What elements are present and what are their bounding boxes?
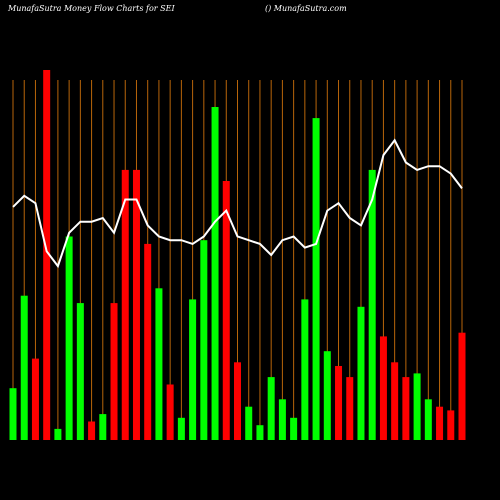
bar: [458, 332, 466, 440]
bar: [110, 303, 118, 440]
bar: [278, 399, 286, 440]
bar: [222, 181, 230, 440]
bar: [312, 118, 320, 440]
bar: [54, 428, 62, 440]
bar: [379, 336, 387, 440]
bar: [121, 169, 129, 440]
bar: [65, 236, 73, 440]
bar: [256, 425, 264, 440]
bar: [267, 377, 275, 440]
bar: [211, 107, 219, 440]
bar: [290, 417, 298, 440]
bar: [335, 366, 343, 440]
bar: [31, 358, 39, 440]
bar: [132, 169, 140, 440]
bar: [9, 388, 17, 440]
bar: [189, 299, 197, 440]
bar: [88, 421, 96, 440]
money-flow-line: [12, 138, 463, 269]
bar: [323, 351, 331, 440]
bar: [144, 243, 152, 440]
bar: [424, 399, 432, 440]
bar: [301, 299, 309, 440]
bar: [245, 406, 253, 440]
bar: [166, 384, 174, 440]
bar: [413, 373, 421, 440]
bar: [357, 306, 365, 440]
bar: [368, 169, 376, 440]
bar: [436, 406, 444, 440]
bar: [346, 377, 354, 440]
bar: [43, 70, 51, 440]
bar: [234, 362, 241, 440]
bar: [447, 410, 455, 440]
bar: [76, 303, 84, 440]
chart-subtitle: () MunafaSutra.com: [265, 4, 347, 13]
bar: [99, 414, 107, 440]
bar: [20, 295, 28, 440]
bar: [391, 362, 399, 440]
bar: [200, 240, 208, 440]
bar: [155, 288, 163, 440]
bar: [402, 377, 410, 440]
chart-title: MunafaSutra Money Flow Charts for SEI: [7, 4, 175, 13]
bar: [177, 417, 185, 440]
